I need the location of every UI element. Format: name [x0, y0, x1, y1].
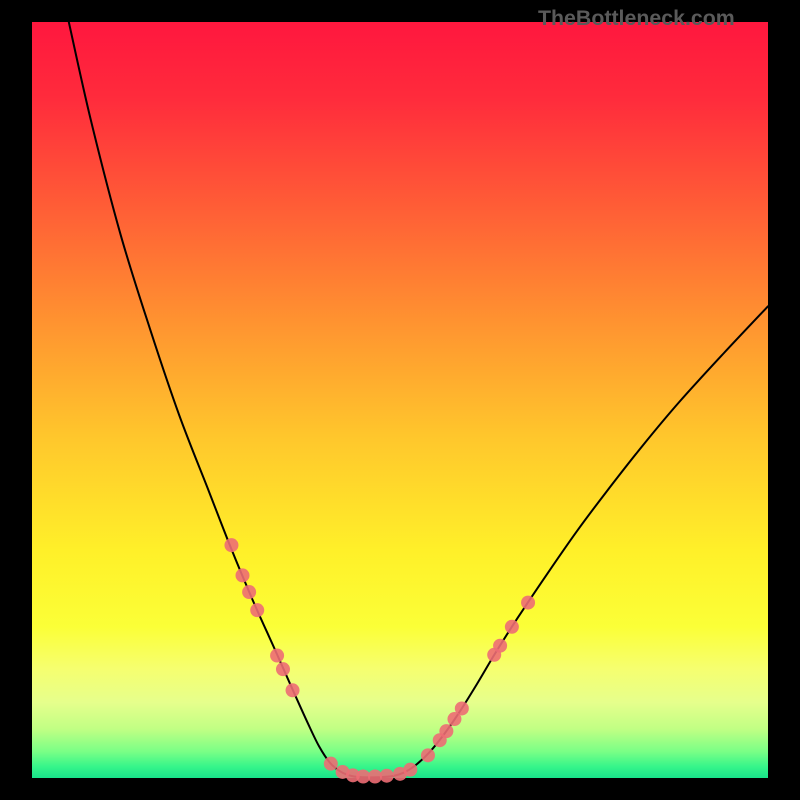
curve-marker: [236, 568, 250, 582]
watermark-text: TheBottleneck.com: [538, 6, 735, 31]
curve-marker: [493, 639, 507, 653]
curve-marker: [521, 596, 535, 610]
curve-marker: [242, 585, 256, 599]
curve-marker: [380, 769, 394, 783]
curve-marker: [224, 538, 238, 552]
curve-marker: [324, 757, 338, 771]
curve-marker: [505, 620, 519, 634]
curve-marker: [421, 748, 435, 762]
curve-marker: [439, 724, 453, 738]
plot-area-gradient: [32, 22, 768, 778]
curve-marker: [403, 763, 417, 777]
curve-marker: [455, 701, 469, 715]
curve-marker: [250, 603, 264, 617]
curve-marker: [276, 662, 290, 676]
curve-marker: [270, 649, 284, 663]
curve-marker: [286, 683, 300, 697]
